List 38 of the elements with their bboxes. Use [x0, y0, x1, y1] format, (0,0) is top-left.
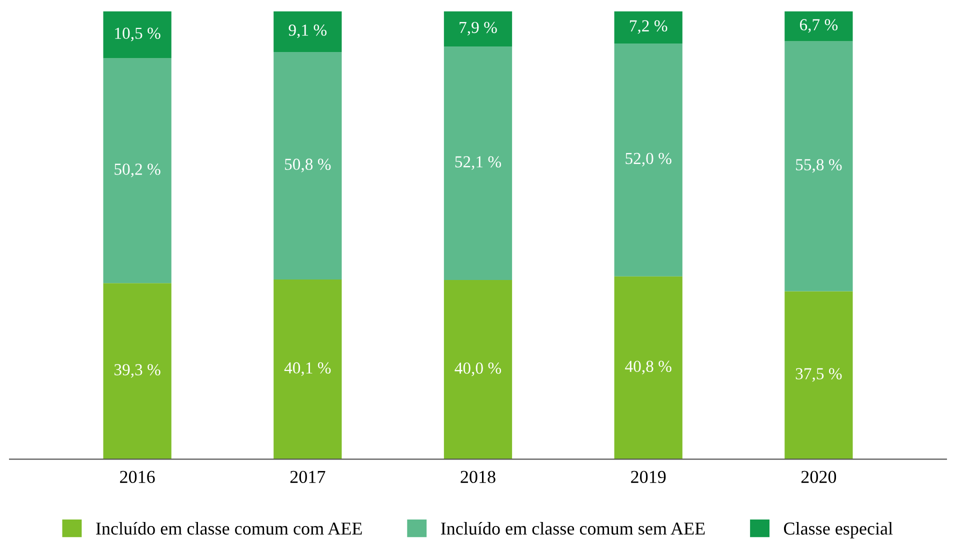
data-label: 7,2 %: [630, 20, 668, 34]
data-label: 6,7 %: [800, 19, 838, 33]
x-tick-label: 2020: [801, 470, 836, 484]
data-label: 40,8 %: [625, 360, 672, 374]
x-tick-label: 2018: [460, 470, 496, 484]
bar: [614, 43, 682, 276]
x-tick-label: 2016: [120, 470, 155, 484]
data-label: 7,9 %: [460, 22, 497, 36]
data-label: 50,8 %: [285, 158, 331, 172]
data-label: 40,0 %: [454, 362, 502, 376]
data-label: 37,5 %: [796, 368, 842, 382]
bar: [784, 41, 853, 292]
bar: [274, 11, 342, 52]
data-label: 52,1 %: [455, 156, 502, 170]
bar: [784, 11, 853, 42]
bar: [274, 280, 342, 460]
bar: [614, 11, 682, 44]
x-tick-label: 2017: [290, 470, 326, 484]
data-label: 40,1 %: [284, 362, 331, 376]
data-label: 39,3 %: [114, 364, 160, 378]
bar: [103, 283, 172, 460]
data-label: 52,0 %: [626, 152, 672, 167]
bar: [614, 276, 682, 460]
bar: [103, 58, 172, 284]
legend-label: Classe especial: [784, 522, 893, 538]
bar: [444, 280, 512, 460]
bar: [444, 46, 512, 280]
data-label: 9,1 %: [288, 24, 327, 38]
bar: [784, 291, 853, 460]
legend-label: Incluído em classe comum com AEE: [96, 522, 362, 535]
bar: [444, 11, 512, 47]
bar: [103, 11, 172, 58]
data-label: 55,8 %: [796, 159, 842, 173]
bar: [274, 52, 342, 280]
data-label: 50,2 %: [114, 164, 160, 178]
legend-label: Incluído em classe comum sem AEE: [441, 522, 705, 535]
data-label: 10,5 %: [115, 28, 160, 42]
x-tick-label: 2019: [631, 470, 666, 484]
